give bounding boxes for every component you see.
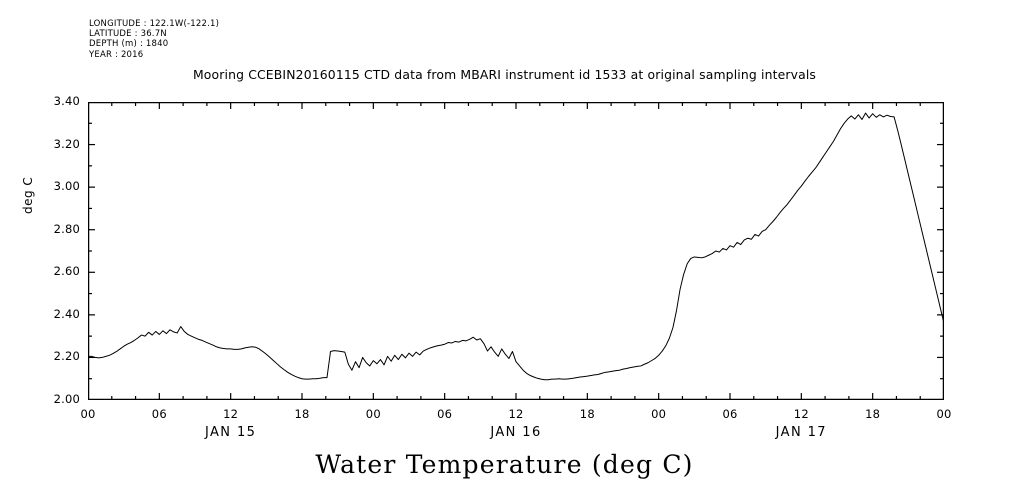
x-tick-label: 06: [151, 407, 167, 421]
x-day-label: JAN 16: [490, 425, 542, 440]
y-tick-label: 2.40: [53, 306, 80, 321]
y-tick-label: 2.80: [53, 221, 80, 236]
y-tick-label: 3.20: [53, 136, 80, 151]
metadata-longitude: LONGITUDE : 122.1W(-122.1): [89, 19, 220, 29]
x-tick-label: 00: [651, 407, 667, 421]
metadata-year: YEAR : 2016: [89, 49, 144, 60]
station-metadata: LONGITUDE : 122.1W(-122.1) LATITUDE : 36…: [89, 19, 219, 60]
axis-ticks: [88, 102, 944, 400]
y-axis-tick-labels: 2.00 2.20 2.40 2.60 2.80 3.00 3.20 3.40: [34, 0, 80, 504]
plot-area: [88, 102, 944, 400]
x-tick-label: 12: [793, 407, 809, 421]
x-day-label: JAN 15: [205, 425, 257, 440]
figure-caption: Water Temperature (deg C): [315, 450, 694, 479]
y-tick-label: 3.40: [53, 94, 80, 108]
y-tick-label: 2.60: [53, 264, 80, 279]
x-tick-label: 00: [365, 407, 381, 421]
x-tick-label: 12: [508, 407, 524, 421]
metadata-latitude: LATITUDE : 36.7N: [89, 29, 167, 40]
time-series-chart: [88, 102, 944, 400]
x-tick-label: 06: [722, 407, 738, 421]
plot-title: Mooring CCEBIN20160115 CTD data from MBA…: [192, 67, 817, 82]
temperature-line: [88, 112, 944, 381]
x-tick-label: 12: [223, 407, 239, 421]
y-tick-label: 2.00: [53, 392, 80, 406]
x-tick-label: 00: [936, 407, 952, 421]
x-day-label: JAN 17: [775, 425, 827, 440]
metadata-depth: DEPTH (m) : 1840: [89, 39, 169, 50]
x-tick-label: 06: [437, 407, 453, 421]
x-tick-label: 18: [294, 407, 310, 421]
y-tick-label: 2.20: [53, 349, 80, 364]
x-tick-label: 00: [80, 407, 96, 421]
x-tick-label: 18: [579, 407, 595, 421]
y-tick-label: 3.00: [53, 179, 80, 194]
x-tick-label: 18: [865, 407, 881, 421]
